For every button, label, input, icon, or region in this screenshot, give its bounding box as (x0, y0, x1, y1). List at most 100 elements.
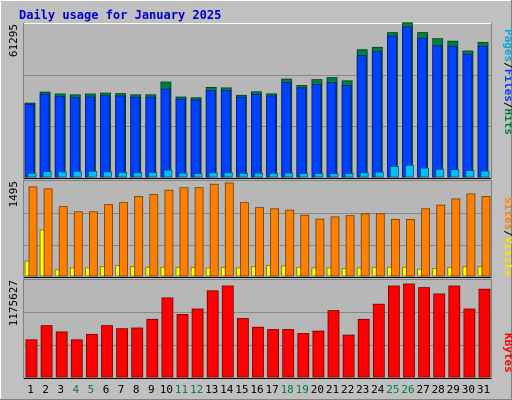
bar-files (69, 97, 80, 178)
bar-sites (255, 207, 264, 277)
bar-kbytes (418, 287, 431, 378)
legend-hits: Hits (502, 109, 512, 136)
bar-pages (208, 172, 218, 178)
bar-kbytes (55, 331, 68, 378)
bar-files (341, 85, 352, 178)
bar-files (296, 87, 307, 178)
bar-pages (405, 164, 414, 178)
bar-kbytes (236, 318, 249, 378)
bar-pages (27, 172, 37, 178)
bar-pages (359, 172, 369, 178)
bar-visits (220, 266, 226, 277)
bar-pages (238, 172, 248, 178)
bar-pages (57, 171, 67, 178)
day-tick-label: 9 (148, 383, 155, 396)
legend-sep-2: / (502, 102, 512, 109)
legend-sep-1: / (502, 62, 512, 69)
bar-pages (299, 173, 309, 178)
bar-visits (85, 267, 90, 277)
bar-files (39, 93, 50, 178)
bar-kbytes (448, 285, 461, 378)
bar-sites (390, 218, 400, 277)
bar-sites (330, 216, 340, 277)
panel-sites-visits (23, 180, 492, 278)
bar-kbytes (131, 327, 144, 378)
bar-pages (329, 173, 339, 178)
bar-kbytes (372, 303, 385, 378)
bar-kbytes (116, 328, 128, 378)
bar-files (100, 95, 110, 178)
bar-visits (54, 269, 60, 277)
day-tick-label: 25 (386, 383, 399, 396)
bar-sites (436, 204, 446, 277)
legend-visits: Visits (502, 237, 512, 277)
bar-sites (164, 189, 174, 277)
day-tick-label: 16 (250, 383, 263, 396)
bar-visits (115, 264, 120, 277)
day-tick-label: 24 (371, 383, 385, 396)
bar-sites (179, 187, 189, 277)
bar-kbytes (221, 285, 234, 378)
day-tick-label: 31 (477, 383, 490, 396)
bar-files (417, 37, 428, 178)
bar-sites (360, 213, 370, 277)
bar-pages (193, 173, 203, 178)
bar-files (311, 84, 322, 178)
bar-files (115, 95, 125, 178)
day-tick-label: 22 (341, 383, 354, 396)
day-tick-label: 2 (42, 383, 49, 396)
day-tick-label: 6 (103, 383, 110, 396)
bar-files (205, 90, 216, 178)
legend-sites: Sites (502, 197, 512, 230)
bar-visits (402, 266, 407, 277)
bar-pages (88, 170, 97, 178)
bar-kbytes (478, 288, 491, 378)
bar-sites (149, 194, 159, 277)
bar-visits (205, 267, 211, 277)
day-tick-label: 8 (133, 383, 140, 396)
bar-visits (69, 267, 75, 277)
day-tick-label: 18 (281, 383, 294, 396)
bar-pages (254, 172, 263, 178)
bar-visits (417, 268, 423, 277)
day-tick-label: 26 (401, 383, 414, 396)
bar-files (432, 45, 443, 178)
bar-kbytes (387, 285, 400, 378)
day-tick-label: 13 (205, 383, 218, 396)
bar-kbytes (342, 334, 355, 378)
bar-sites (406, 218, 415, 277)
bar-sites (239, 202, 249, 277)
bar-files (235, 96, 246, 178)
bar-visits (39, 229, 45, 277)
bar-pages (72, 170, 82, 178)
day-tick-label: 28 (432, 383, 445, 396)
bar-files (85, 96, 95, 178)
bar-pages (284, 172, 294, 178)
bar-files (402, 26, 412, 178)
bar-visits (251, 266, 256, 277)
legend-middle: Sites/Visits (502, 197, 512, 277)
bar-pages (344, 173, 354, 178)
bar-pages (178, 172, 188, 178)
bar-pages (148, 172, 158, 178)
legend-kbytes: KBytes (502, 333, 512, 373)
day-tick-label: 4 (72, 383, 79, 396)
day-tick-label: 12 (190, 383, 203, 396)
y-max-label-top: 61295 (7, 24, 20, 57)
day-tick-label: 7 (118, 383, 125, 396)
bar-pages (42, 171, 52, 178)
legend-files: Files (502, 69, 512, 102)
day-tick-label: 29 (447, 383, 460, 396)
day-tick-label: 20 (311, 383, 324, 396)
bar-pages (163, 169, 173, 178)
bar-kbytes (267, 329, 280, 378)
bar-kbytes (433, 293, 446, 378)
bar-visits (326, 267, 332, 277)
bar-files (190, 99, 201, 178)
bar-kbytes (312, 330, 325, 378)
day-tick-label: 23 (356, 383, 369, 396)
bar-kbytes (176, 314, 189, 378)
bar-kbytes (463, 308, 476, 378)
bar-kbytes (403, 283, 415, 378)
